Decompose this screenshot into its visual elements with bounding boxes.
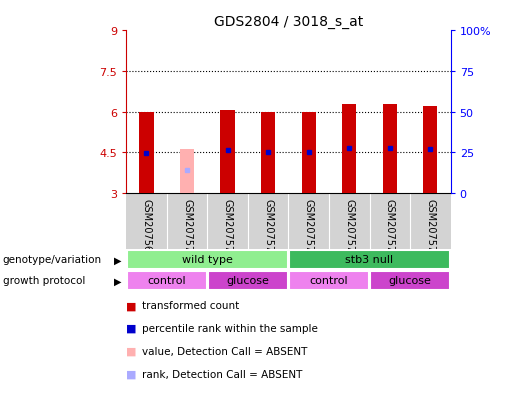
Text: percentile rank within the sample: percentile rank within the sample (142, 323, 318, 333)
Text: GSM207570: GSM207570 (182, 198, 192, 257)
Text: transformed count: transformed count (142, 301, 239, 311)
Text: GSM207569: GSM207569 (142, 198, 151, 257)
Text: glucose: glucose (389, 276, 432, 286)
Text: genotype/variation: genotype/variation (3, 255, 101, 265)
Text: ▶: ▶ (113, 255, 121, 265)
Bar (208, 271, 288, 290)
Text: control: control (310, 276, 348, 286)
Bar (370, 271, 450, 290)
Text: GSM207574: GSM207574 (344, 198, 354, 257)
Bar (127, 250, 288, 270)
Title: GDS2804 / 3018_s_at: GDS2804 / 3018_s_at (214, 14, 363, 28)
Text: GSM207572: GSM207572 (263, 198, 273, 257)
Text: value, Detection Call = ABSENT: value, Detection Call = ABSENT (142, 346, 307, 356)
Text: GSM207573: GSM207573 (304, 198, 314, 257)
Text: ■: ■ (126, 369, 136, 379)
Text: GSM207571: GSM207571 (222, 198, 233, 257)
Bar (127, 271, 207, 290)
Text: wild type: wild type (182, 255, 233, 265)
Bar (423, 106, 437, 194)
Text: GSM207576: GSM207576 (425, 198, 435, 257)
Text: glucose: glucose (227, 276, 269, 286)
Bar (289, 250, 450, 270)
Bar (383, 105, 397, 194)
Text: stb3 null: stb3 null (346, 255, 393, 265)
Bar (289, 271, 369, 290)
Bar (302, 113, 316, 194)
Bar (261, 113, 275, 194)
Text: ■: ■ (126, 346, 136, 356)
Text: ■: ■ (126, 323, 136, 333)
Text: growth protocol: growth protocol (3, 276, 85, 286)
Text: GSM207575: GSM207575 (385, 198, 395, 257)
Bar (180, 150, 194, 194)
Text: ■: ■ (126, 301, 136, 311)
Bar (342, 105, 356, 194)
Text: control: control (147, 276, 186, 286)
Bar (220, 111, 235, 194)
Text: ▶: ▶ (113, 276, 121, 286)
Bar (140, 113, 153, 194)
Text: rank, Detection Call = ABSENT: rank, Detection Call = ABSENT (142, 369, 302, 379)
